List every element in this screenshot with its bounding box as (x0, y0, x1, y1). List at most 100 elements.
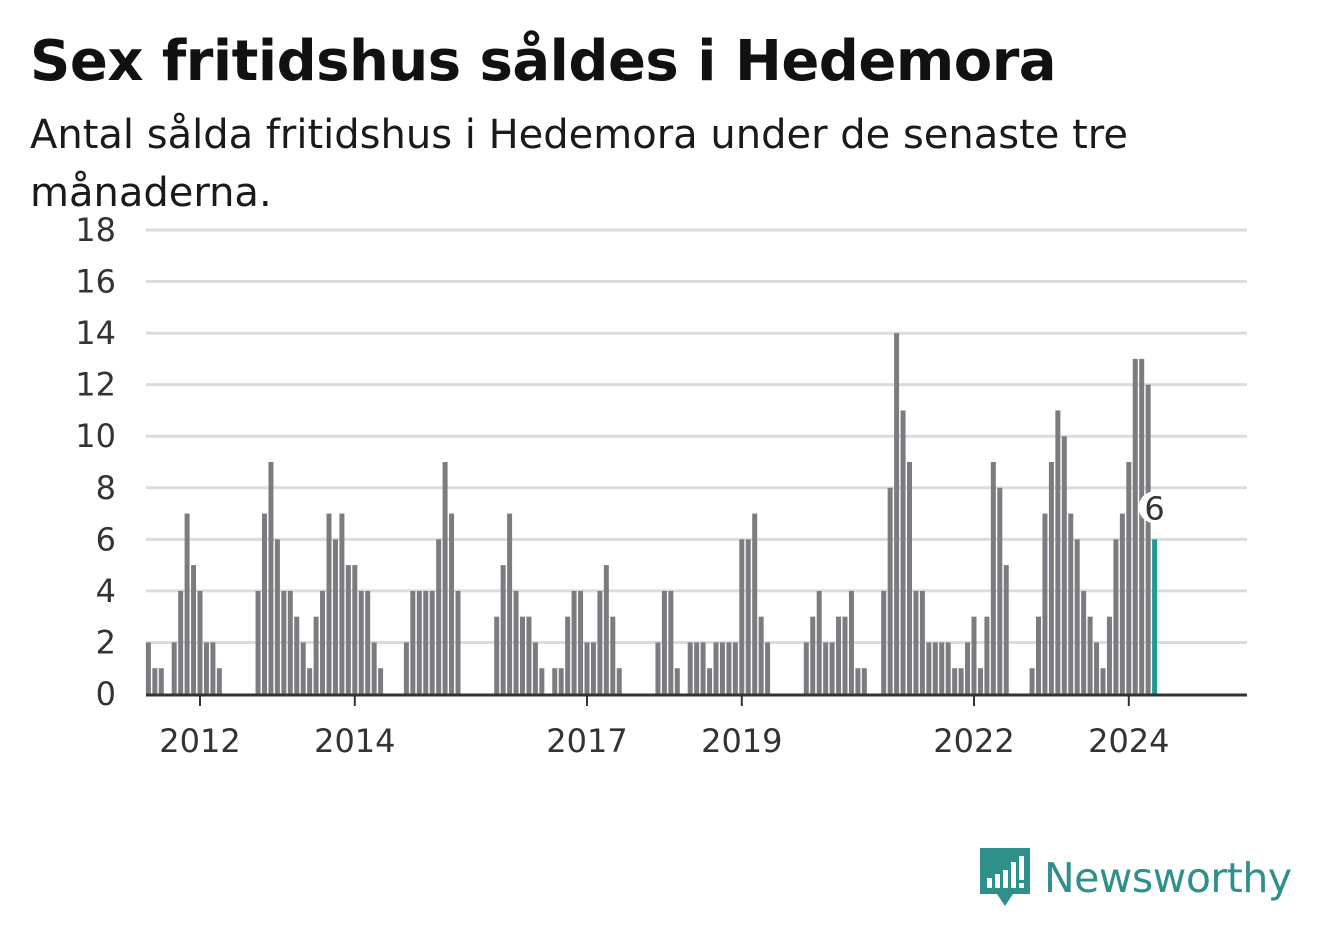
bar-highlight (1152, 539, 1158, 694)
x-tick-label: 2019 (701, 722, 782, 760)
bar (520, 616, 525, 694)
bar (1094, 642, 1100, 694)
bar (455, 590, 461, 694)
bar (603, 565, 609, 694)
bar (339, 513, 345, 694)
bar (145, 642, 151, 694)
bar (932, 642, 938, 694)
bar (1042, 513, 1048, 694)
bar (423, 590, 429, 694)
bar (1081, 590, 1087, 694)
bar (894, 333, 900, 694)
bar (810, 616, 816, 694)
y-axis-ticks: 0 2 4 6 8 10 12 14 16 18 (75, 211, 116, 713)
bar (268, 462, 274, 694)
bar (558, 668, 564, 694)
bar (1119, 513, 1125, 694)
bar (326, 513, 332, 694)
bar (203, 642, 209, 694)
y-tick-label: 6 (96, 520, 116, 558)
brand-name: Newsworthy (1044, 854, 1292, 902)
bar (842, 616, 848, 694)
x-tick-label: 2014 (314, 722, 395, 760)
bar (1003, 565, 1009, 694)
bar (584, 642, 590, 694)
bar (907, 462, 912, 694)
bar (861, 668, 867, 694)
bar (997, 487, 1003, 694)
bar (507, 513, 513, 694)
bar (926, 642, 932, 694)
bar (1100, 668, 1106, 694)
bar (1074, 539, 1080, 694)
bar (836, 616, 842, 694)
bar (262, 513, 267, 694)
x-axis-ticks: 2012 2014 2017 2019 2022 2024 (159, 696, 1170, 760)
y-tick-label: 0 (96, 675, 116, 713)
bar (610, 616, 616, 694)
y-tick-label: 18 (75, 211, 116, 249)
bar (1087, 616, 1093, 694)
highlight-label-bg (1138, 491, 1171, 524)
bar (552, 668, 558, 694)
bar (345, 565, 351, 694)
newsworthy-logo-icon (980, 848, 1030, 906)
bar (171, 642, 177, 694)
bar (765, 642, 771, 694)
brand-logo: Newsworthy (980, 848, 1292, 908)
bar (532, 642, 538, 694)
bar (197, 590, 203, 694)
bar (255, 590, 261, 694)
bar (668, 590, 674, 694)
bar (1113, 539, 1119, 694)
bar (210, 642, 216, 694)
bar (919, 590, 925, 694)
bar (158, 668, 164, 694)
bar (352, 565, 358, 694)
gridlines (146, 228, 1247, 644)
bar (881, 590, 887, 694)
bar (281, 590, 287, 694)
bar (1132, 358, 1138, 694)
bar (984, 616, 990, 694)
bar (913, 590, 919, 694)
y-tick-label: 16 (75, 263, 116, 301)
bar (758, 616, 764, 694)
bar (1055, 410, 1061, 694)
bar (294, 616, 300, 694)
bar (578, 590, 584, 694)
bar (442, 462, 448, 694)
bar (513, 590, 519, 694)
bar (313, 616, 319, 694)
bar (700, 642, 706, 694)
bar (713, 642, 719, 694)
bar (216, 668, 222, 694)
bar (655, 642, 661, 694)
bar (739, 539, 745, 694)
bar (719, 642, 725, 694)
bar (823, 642, 829, 694)
bar (429, 590, 435, 694)
bar (287, 590, 293, 694)
bar (952, 668, 958, 694)
bar (939, 642, 945, 694)
bar (900, 410, 906, 694)
bar (707, 668, 713, 694)
bar (1048, 462, 1054, 694)
bar (1029, 668, 1035, 694)
bar (526, 616, 532, 694)
highlight-annotation: 6 (1138, 489, 1171, 527)
bar (1139, 358, 1145, 694)
bar (745, 539, 751, 694)
bar (887, 487, 893, 694)
bar (184, 513, 190, 694)
bar (674, 668, 680, 694)
bar (752, 513, 758, 694)
bar (500, 565, 506, 694)
bar (848, 590, 854, 694)
bar (616, 668, 622, 694)
y-tick-label: 8 (96, 469, 116, 507)
bar (449, 513, 455, 694)
x-tick-label: 2024 (1088, 722, 1169, 760)
bar (803, 642, 809, 694)
